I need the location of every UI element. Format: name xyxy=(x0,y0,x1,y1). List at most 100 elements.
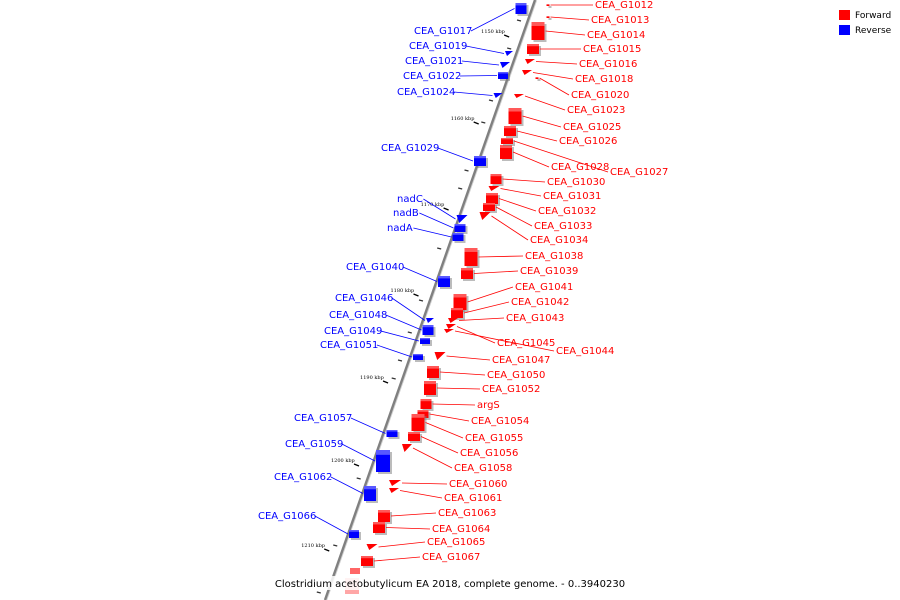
reverse-gene-feature-shine xyxy=(422,325,434,328)
reverse-gene-leader xyxy=(413,227,452,238)
forward-gene-label: CEA_G1063 xyxy=(438,508,496,519)
forward-gene-label: CEA_G1031 xyxy=(543,191,601,202)
forward-gene-label: CEA_G1014 xyxy=(587,30,645,41)
forward-gene-feature-body xyxy=(546,16,550,18)
forward-gene-feature-shine xyxy=(361,556,373,559)
forward-gene-feature xyxy=(522,70,532,75)
reverse-gene-leader xyxy=(341,443,376,462)
forward-gene-leader xyxy=(385,527,431,530)
forward-gene-label: argS xyxy=(477,400,500,411)
forward-gene-label: CEA_G1026 xyxy=(559,136,617,147)
forward-gene-label: CEA_G1018 xyxy=(575,74,633,85)
reverse-gene-feature xyxy=(386,430,400,439)
forward-gene-leader xyxy=(545,30,586,36)
reverse-gene-label: CEA_G1059 xyxy=(285,439,343,450)
forward-gene-feature xyxy=(378,510,392,524)
forward-gene-leader xyxy=(502,178,546,183)
forward-gene-feature-shine xyxy=(461,268,473,271)
forward-gene-feature-body xyxy=(408,432,420,441)
reverse-gene-feature xyxy=(452,233,466,243)
reverse-gene-feature xyxy=(422,325,436,337)
forward-gene-label: CEA_G1012 xyxy=(595,0,653,11)
reverse-gene-feature-shine xyxy=(474,156,486,159)
scale-tick xyxy=(473,121,479,125)
forward-gene-feature xyxy=(389,488,399,493)
legend-reverse-label: Reverse xyxy=(855,26,892,36)
reverse-gene-label: CEA_G1029 xyxy=(381,143,439,154)
forward-gene-feature xyxy=(373,522,387,535)
forward-gene-leader xyxy=(425,422,464,439)
forward-gene-feature xyxy=(479,212,491,220)
forward-gene-leader xyxy=(420,436,459,454)
forward-gene-label: CEA_G1032 xyxy=(538,206,596,217)
forward-gene-feature xyxy=(486,193,500,206)
forward-gene-leader xyxy=(539,77,570,96)
reverse-gene-label: CEA_G1017 xyxy=(414,26,472,37)
forward-gene-leader xyxy=(532,72,574,80)
reverse-gene-label: CEA_G1057 xyxy=(294,413,352,424)
forward-gene-label: CEA_G1044 xyxy=(556,346,614,357)
forward-gene-feature xyxy=(402,444,412,452)
forward-gene-feature-body xyxy=(427,366,439,378)
forward-gene-label: CEA_G1013 xyxy=(591,15,649,26)
reverse-gene-label: CEA_G1046 xyxy=(335,293,393,304)
forward-gene-leader xyxy=(524,95,566,111)
minor-tick xyxy=(333,544,338,547)
forward-gene-feature-shine xyxy=(500,145,512,149)
forward-gene-leader xyxy=(436,387,481,390)
genome-caption: Clostridium acetobutylicum EA 2018, comp… xyxy=(275,579,625,590)
forward-gene-leader xyxy=(516,130,558,142)
forward-gene-leader xyxy=(446,355,491,361)
forward-gene-feature xyxy=(501,138,515,146)
forward-gene-feature xyxy=(490,174,504,186)
reverse-gene-label: CEA_G1051 xyxy=(320,340,378,351)
reverse-gene-leader xyxy=(330,476,364,494)
forward-gene-leader xyxy=(535,61,578,65)
forward-gene-label: CEA_G1034 xyxy=(530,235,588,246)
forward-gene-feature-shine xyxy=(504,126,516,129)
forward-gene-label: CEA_G1067 xyxy=(422,552,480,563)
forward-gene-label: CEA_G1055 xyxy=(465,433,523,444)
forward-gene-feature-shine xyxy=(527,44,539,47)
scale-tick-label: 1150 kbp xyxy=(481,29,505,35)
scale-tick-label: 1210 kbp xyxy=(301,543,325,549)
reverse-gene-feature-shine xyxy=(515,3,527,6)
forward-gene-label: CEA_G1042 xyxy=(511,297,569,308)
forward-gene-feature-body xyxy=(504,126,516,136)
legend-forward-label: Forward xyxy=(855,11,891,21)
forward-gene-feature xyxy=(546,16,552,20)
reverse-gene-leader xyxy=(391,297,426,321)
forward-gene-feature-body xyxy=(535,77,539,79)
reverse-gene-feature xyxy=(500,62,510,68)
reverse-gene-feature xyxy=(364,486,378,503)
forward-gene-leader xyxy=(454,330,555,352)
forward-gene-feature xyxy=(427,366,441,380)
forward-gene-feature-shine xyxy=(373,522,385,525)
forward-gene-feature-shine xyxy=(451,308,463,311)
forward-gene-feature-shine xyxy=(427,366,439,369)
forward-gene-feature xyxy=(420,399,434,411)
forward-gene-label: CEA_G1033 xyxy=(534,221,592,232)
scale-tick-label: 1180 kbp xyxy=(391,288,415,294)
minor-tick xyxy=(391,377,396,380)
forward-gene-feature-shine xyxy=(546,16,550,17)
forward-gene-feature-shadow xyxy=(537,79,541,81)
forward-gene-label: CEA_G1025 xyxy=(563,122,621,133)
forward-gene-feature-body xyxy=(424,381,436,395)
forward-gene-feature-shine xyxy=(531,22,545,26)
forward-gene-feature-shine xyxy=(501,138,513,140)
reverse-gene-feature-body xyxy=(422,325,434,335)
forward-gene-leader xyxy=(491,215,529,241)
forward-gene-feature-shine xyxy=(535,77,539,78)
reverse-gene-label: CEA_G1021 xyxy=(405,56,463,67)
forward-gene-leader xyxy=(463,301,510,314)
forward-gene-feature xyxy=(500,145,514,161)
forward-gene-feature xyxy=(525,59,535,64)
forward-gene-feature xyxy=(389,480,401,486)
minor-tick xyxy=(458,187,463,190)
forward-gene-feature-body xyxy=(361,556,373,566)
reverse-gene-feature-shine xyxy=(438,276,450,279)
reverse-gene-feature xyxy=(438,276,452,289)
scale-tick xyxy=(503,34,510,38)
scale-tick xyxy=(353,463,360,467)
